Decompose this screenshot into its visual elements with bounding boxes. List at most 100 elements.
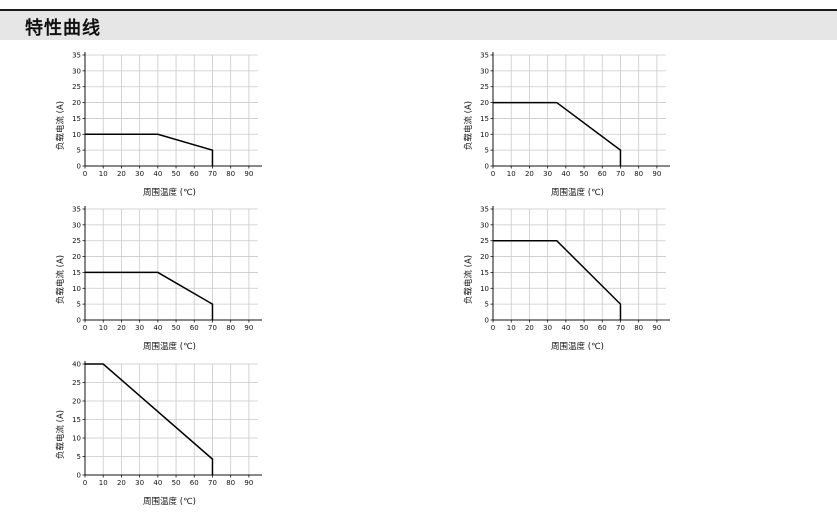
y-tick-label: 0 [77,317,81,325]
y-tick-label: 25 [480,237,489,245]
x-tick-label: 50 [172,324,181,332]
y-tick-label: 40 [72,361,81,369]
y-tick-label: 5 [77,453,81,461]
x-tick-label: 30 [135,479,144,487]
x-tick-label: 60 [598,324,607,332]
x-tick-label: 90 [244,479,253,487]
x-tick-label: 0 [491,324,495,332]
y-tick-label: 25 [72,237,81,245]
x-tick-label: 50 [580,170,589,178]
x-tick-label: 80 [634,324,643,332]
x-tick-label: 30 [543,170,552,178]
y-tick-label: 20 [72,398,81,406]
x-tick-label: 70 [208,324,217,332]
derating-chart-2: 0 10 20 30 40 50 60 70 80 90 0 5 10 15 20 25 30 35 周围温度 (℃… [463,52,670,198]
y-tick-label: 15 [72,269,81,277]
x-tick-label: 90 [244,324,253,332]
x-tick-label: 40 [153,479,162,487]
y-tick-label: 20 [72,253,81,261]
x-tick-label: 10 [99,324,108,332]
x-tick-label: 30 [543,324,552,332]
x-tick-label: 10 [507,170,516,178]
x-tick-label: 50 [580,324,589,332]
y-tick-label: 15 [72,416,81,424]
y-tick-label: 5 [77,301,81,309]
section-header: 特性曲线 [0,11,837,40]
y-tick-label: 5 [485,147,489,155]
x-tick-label: 40 [153,324,162,332]
x-tick-label: 30 [135,170,144,178]
y-tick-label: 25 [72,83,81,91]
x-tick-label: 60 [598,170,607,178]
x-tick-label: 20 [525,324,534,332]
derating-curve [493,101,622,166]
y-tick-label: 10 [72,285,81,293]
x-tick-label: 10 [99,170,108,178]
section-title: 特性曲线 [25,18,101,39]
x-tick-label: 70 [616,170,625,178]
x-tick-label: 80 [226,170,235,178]
derating-curve [85,363,214,475]
y-axis-title: 负载电流 (A) [55,101,66,150]
x-tick-label: 50 [172,479,181,487]
x-axis-title: 周围温度 (℃) [551,187,604,198]
y-tick-label: 35 [72,52,81,60]
x-tick-label: 20 [117,324,126,332]
y-tick-label: 10 [72,435,81,443]
x-tick-label: 50 [172,170,181,178]
y-tick-label: 35 [480,52,489,60]
header-top-rule [0,9,837,11]
x-tick-label: 20 [525,170,534,178]
y-tick-label: 25 [72,379,81,387]
y-tick-label: 15 [480,115,489,123]
x-tick-label: 60 [190,170,199,178]
x-tick-label: 20 [117,479,126,487]
derating-chart-5: 0 10 20 30 40 50 60 70 80 90 0 5 10 15 20 25 40 周围温度 (℃) 负… [55,361,262,507]
derating-curve [493,239,622,320]
y-tick-label: 35 [72,206,81,214]
derating-chart-4: 0 10 20 30 40 50 60 70 80 90 0 5 10 15 20 25 30 35 周围温度 (℃… [463,206,670,352]
y-axis-title: 负载电流 (A) [463,255,474,304]
y-tick-label: 30 [480,67,489,75]
x-tick-label: 20 [117,170,126,178]
x-tick-label: 90 [244,170,253,178]
y-tick-label: 0 [77,163,81,171]
x-tick-label: 70 [208,170,217,178]
y-tick-label: 10 [480,285,489,293]
y-axis-title: 负载电流 (A) [55,410,66,459]
x-tick-label: 40 [561,324,570,332]
derating-chart-1: 0 10 20 30 40 50 60 70 80 90 0 5 10 15 20 25 30 35 周围温度 (℃… [55,52,262,198]
derating-chart-3: 0 10 20 30 40 50 60 70 80 90 0 5 10 15 20 25 30 35 周围温度 (℃… [55,206,262,352]
x-tick-label: 80 [226,479,235,487]
x-tick-label: 30 [135,324,144,332]
y-tick-label: 20 [480,99,489,107]
x-axis-title: 周围温度 (℃) [143,341,196,352]
x-tick-label: 70 [616,324,625,332]
x-axis-title: 周围温度 (℃) [551,341,604,352]
x-tick-label: 40 [561,170,570,178]
x-tick-label: 90 [652,324,661,332]
y-tick-label: 20 [72,99,81,107]
y-tick-label: 0 [485,163,489,171]
y-tick-label: 10 [480,131,489,139]
y-axis-title: 负载电流 (A) [463,101,474,150]
x-tick-label: 0 [83,479,87,487]
y-tick-label: 5 [77,147,81,155]
y-tick-label: 0 [77,472,81,480]
y-tick-label: 30 [72,221,81,229]
y-tick-label: 5 [485,301,489,309]
x-tick-label: 60 [190,479,199,487]
x-tick-label: 10 [507,324,516,332]
y-tick-label: 25 [480,83,489,91]
y-tick-label: 10 [72,131,81,139]
x-tick-label: 70 [208,479,217,487]
x-tick-label: 40 [153,170,162,178]
x-axis-title: 周围温度 (℃) [143,187,196,198]
derating-curve [85,271,214,320]
y-tick-label: 15 [72,115,81,123]
y-tick-label: 0 [485,317,489,325]
x-tick-label: 80 [226,324,235,332]
x-tick-label: 0 [491,170,495,178]
y-tick-label: 30 [72,67,81,75]
x-tick-label: 80 [634,170,643,178]
